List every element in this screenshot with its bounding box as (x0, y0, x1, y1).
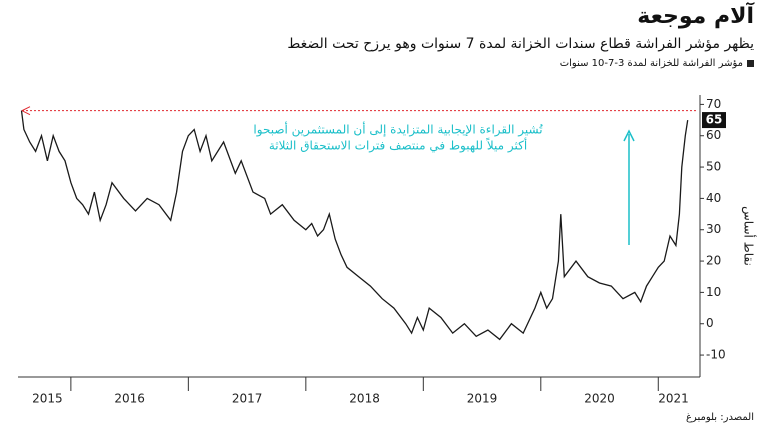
last-value-box (702, 112, 726, 129)
subtitle: يظهر مؤشر الفراشة قطاع سندات الخزانة لمد… (287, 36, 754, 52)
y-tick-label: 40 (706, 191, 721, 205)
y-tick-label: 30 (706, 222, 721, 236)
y-tick-label: -10 (706, 348, 726, 362)
x-tick-label: 2019 (467, 392, 498, 406)
legend-label: مؤشر الفراشة للخزانة لمدة 3-7-10 سنوات (559, 58, 743, 69)
x-tick-label: 2016 (114, 392, 145, 406)
title: آلام موجعة (637, 4, 754, 29)
source: المصدر: بلومبرغ (685, 412, 754, 423)
y-tick-label: 10 (706, 285, 721, 299)
y-tick-label: 0 (706, 316, 714, 330)
data-line (20, 110, 689, 341)
y-tick-label: 20 (706, 254, 721, 268)
y-tick-label: 70 (706, 97, 721, 111)
x-tick-label: 2021 (658, 392, 689, 406)
legend-swatch (747, 60, 754, 67)
legend: مؤشر الفراشة للخزانة لمدة 3-7-10 سنوات (560, 58, 754, 69)
annotation: أكثر ميلاً للهبوط في منتصف فترات الاستحق… (269, 138, 527, 154)
y-axis-label: نقاط أساس (741, 206, 757, 266)
annotation-arrowhead (623, 129, 635, 142)
x-tick-label: 2020 (584, 392, 615, 406)
x-tick-label: 2018 (349, 392, 380, 406)
x-tick-label: 2017 (232, 392, 263, 406)
last-value-label: 65 (706, 113, 723, 127)
annotation: تُشير القراءة الإيجابية المتزايدة إلى أن… (253, 122, 543, 138)
y-tick-label: 50 (706, 160, 721, 174)
y-tick-label: 60 (706, 128, 721, 142)
x-tick-label: 2015 (32, 392, 63, 406)
